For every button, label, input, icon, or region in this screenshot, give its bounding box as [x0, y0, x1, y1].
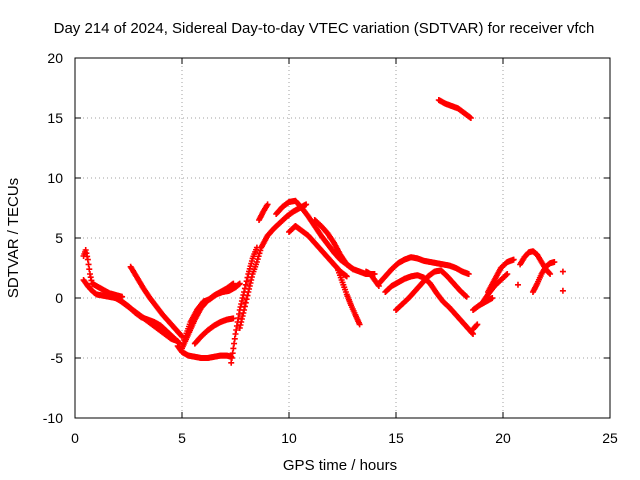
data-point-marker [254, 256, 261, 263]
data-point-marker [257, 247, 264, 254]
data-point-marker [465, 271, 472, 277]
series-arc-17 [375, 254, 472, 287]
series-arc-1 [80, 247, 126, 300]
data-point-marker [559, 268, 566, 275]
x-tick-label: 0 [71, 430, 79, 446]
x-tick-label: 5 [178, 430, 186, 446]
x-tick-labels: 0 5 10 15 20 25 [71, 430, 618, 446]
x-tick-label: 15 [388, 430, 404, 446]
series-arc-15 [335, 267, 363, 328]
y-axis-title: SDTVAR / TECUs [5, 178, 22, 298]
data-point-marker [474, 321, 481, 328]
series-arc-9 [228, 244, 260, 366]
y-tick-label: 15 [47, 110, 63, 126]
data-point-marker [343, 273, 350, 280]
series-arc-18 [382, 272, 477, 337]
y-tick-label: 10 [47, 170, 63, 186]
x-axis-title: GPS time / hours [283, 457, 397, 474]
y-tick-label: 0 [55, 290, 63, 306]
series-arc-19 [393, 267, 470, 313]
data-point-marker [559, 287, 566, 294]
data-point-marker [241, 303, 248, 310]
y-tick-labels: -10 -5 0 5 10 15 20 [43, 50, 63, 426]
chart-title: Day 214 of 2024, Sidereal Day-to-day VTE… [54, 20, 595, 37]
data-point-marker [489, 295, 496, 301]
x-tick-label: 20 [495, 430, 511, 446]
data-point-marker [241, 307, 248, 313]
x-tick-label: 25 [602, 430, 618, 446]
series-arc-12 [273, 197, 357, 273]
data-point-marker [264, 201, 271, 208]
series-arc-4 [127, 263, 185, 340]
data-point-marker [244, 292, 251, 299]
series-arc-23 [478, 271, 511, 307]
series-arc-29 [470, 321, 481, 333]
series-arc-8 [191, 315, 237, 347]
data-point-marker [546, 270, 553, 277]
data-point-marker [547, 271, 554, 277]
series-arc-27 [559, 287, 566, 294]
series-arc-20 [435, 97, 474, 121]
axis-ticks [74, 57, 611, 419]
data-point-marker [256, 250, 263, 257]
series-arc-7 [181, 280, 243, 343]
data-point-marker [243, 296, 250, 303]
data-point-marker [242, 299, 249, 306]
y-tick-label: -10 [43, 410, 63, 426]
x-tick-label: 10 [281, 430, 297, 446]
data-point-marker [504, 271, 511, 277]
data-points [80, 97, 566, 366]
data-point-marker [303, 201, 310, 208]
data-point-marker [467, 115, 474, 121]
data-point-marker [236, 280, 243, 287]
data-point-marker [473, 322, 480, 329]
data-point-marker [510, 256, 517, 263]
grid-lines [75, 58, 610, 418]
series-arc-25 [529, 259, 558, 295]
data-point-marker [243, 278, 250, 285]
data-point-marker [242, 281, 249, 288]
data-point-marker [514, 281, 521, 288]
y-tick-label: 20 [47, 50, 63, 66]
data-point-marker [463, 293, 470, 300]
y-tick-label: 5 [55, 230, 63, 246]
data-point-marker [551, 259, 558, 265]
series-arc-16 [363, 268, 382, 289]
series-arc-5 [174, 343, 235, 361]
data-point-marker [253, 259, 260, 265]
data-point-marker [255, 253, 262, 260]
series-arc-28 [514, 281, 521, 288]
y-tick-label: -5 [51, 350, 64, 366]
series-arc-3 [104, 291, 181, 345]
data-point-marker [356, 321, 363, 328]
series-arc-26 [559, 268, 566, 275]
series-arc-11 [256, 201, 271, 223]
